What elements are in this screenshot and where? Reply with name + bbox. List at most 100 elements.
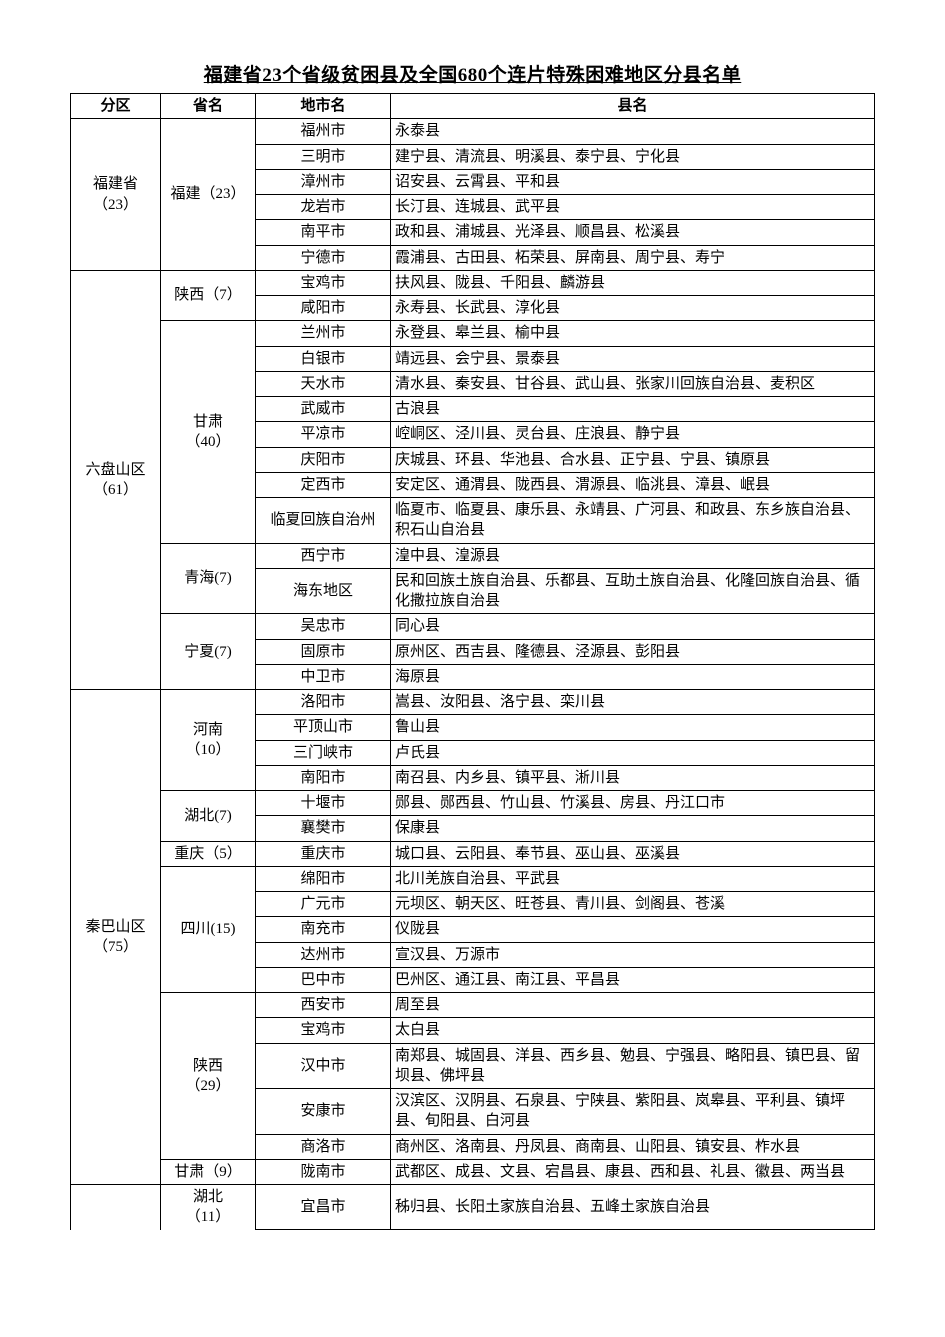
city-cell: 重庆市 (256, 841, 391, 866)
county-cell: 太白县 (391, 1018, 875, 1043)
prov-cell: 湖北（11） (161, 1185, 256, 1230)
city-cell: 汉中市 (256, 1043, 391, 1089)
county-cell: 庆城县、环县、华池县、合水县、正宁县、宁县、镇原县 (391, 447, 875, 472)
th-zone: 分区 (71, 94, 161, 119)
city-cell: 南平市 (256, 220, 391, 245)
table-row: 重庆（5）重庆市城口县、云阳县、奉节县、巫山县、巫溪县 (71, 841, 875, 866)
prov-cell: 甘肃（40） (161, 321, 256, 543)
county-cell: 清水县、秦安县、甘谷县、武山县、张家川回族自治县、麦积区 (391, 371, 875, 396)
city-cell: 襄樊市 (256, 816, 391, 841)
prov-cell: 陕西（7） (161, 270, 256, 321)
city-cell: 达州市 (256, 942, 391, 967)
prov-cell: 四川(15) (161, 866, 256, 992)
county-cell: 鲁山县 (391, 715, 875, 740)
table-row: 宁夏(7)吴忠市同心县 (71, 614, 875, 639)
table-row: 甘肃（9）陇南市武都区、成县、文县、宕昌县、康县、西和县、礼县、徽县、两当县 (71, 1159, 875, 1184)
city-cell: 西安市 (256, 993, 391, 1018)
county-cell: 商州区、洛南县、丹凤县、商南县、山阳县、镇安县、柞水县 (391, 1134, 875, 1159)
table-row: 四川(15)绵阳市北川羌族自治县、平武县 (71, 866, 875, 891)
city-cell: 巴中市 (256, 967, 391, 992)
city-cell: 庆阳市 (256, 447, 391, 472)
table-row: 甘肃（40）兰州市永登县、皋兰县、榆中县 (71, 321, 875, 346)
city-cell: 平顶山市 (256, 715, 391, 740)
county-cell: 湟中县、湟源县 (391, 543, 875, 568)
th-county: 县名 (391, 94, 875, 119)
prov-cell: 重庆（5） (161, 841, 256, 866)
city-cell: 漳州市 (256, 169, 391, 194)
county-cell: 靖远县、会宁县、景泰县 (391, 346, 875, 371)
city-cell: 福州市 (256, 119, 391, 144)
table-row: 福建省（23）福建（23）福州市永泰县 (71, 119, 875, 144)
zone-cell (71, 1185, 161, 1230)
city-cell: 商洛市 (256, 1134, 391, 1159)
th-city: 地市名 (256, 94, 391, 119)
city-cell: 定西市 (256, 472, 391, 497)
table-row: 陕西（29）西安市周至县 (71, 993, 875, 1018)
city-cell: 广元市 (256, 892, 391, 917)
city-cell: 兰州市 (256, 321, 391, 346)
prov-cell: 陕西（29） (161, 993, 256, 1160)
city-cell: 西宁市 (256, 543, 391, 568)
city-cell: 宝鸡市 (256, 1018, 391, 1043)
city-cell: 陇南市 (256, 1159, 391, 1184)
page-title: 福建省23个省级贫困县及全国680个连片特殊困难地区分县名单 (70, 60, 875, 87)
city-cell: 洛阳市 (256, 690, 391, 715)
city-cell: 宁德市 (256, 245, 391, 270)
county-cell: 建宁县、清流县、明溪县、泰宁县、宁化县 (391, 144, 875, 169)
county-cell: 仪陇县 (391, 917, 875, 942)
county-cell: 安定区、通渭县、陇西县、渭源县、临洮县、漳县、岷县 (391, 472, 875, 497)
county-cell: 南郑县、城固县、洋县、西乡县、勉县、宁强县、略阳县、镇巴县、留坝县、佛坪县 (391, 1043, 875, 1089)
county-cell: 北川羌族自治县、平武县 (391, 866, 875, 891)
prov-cell: 湖北(7) (161, 791, 256, 842)
city-cell: 三门峡市 (256, 740, 391, 765)
county-cell: 原州区、西吉县、隆德县、泾源县、彭阳县 (391, 639, 875, 664)
zone-cell: 六盘山区（61） (71, 270, 161, 689)
zone-cell: 福建省（23） (71, 119, 161, 271)
prov-cell: 河南（10） (161, 690, 256, 791)
county-cell: 卢氏县 (391, 740, 875, 765)
city-cell: 天水市 (256, 371, 391, 396)
city-cell: 三明市 (256, 144, 391, 169)
county-cell: 临夏市、临夏县、康乐县、永靖县、广河县、和政县、东乡族自治县、积石山自治县 (391, 498, 875, 544)
county-cell: 嵩县、汝阳县、洛宁县、栾川县 (391, 690, 875, 715)
city-cell: 绵阳市 (256, 866, 391, 891)
county-cell: 巴州区、通江县、南江县、平昌县 (391, 967, 875, 992)
county-cell: 长汀县、连城县、武平县 (391, 195, 875, 220)
county-cell: 海原县 (391, 664, 875, 689)
county-cell: 保康县 (391, 816, 875, 841)
prov-cell: 甘肃（9） (161, 1159, 256, 1184)
county-cell: 霞浦县、古田县、柘荣县、屏南县、周宁县、寿宁 (391, 245, 875, 270)
th-prov: 省名 (161, 94, 256, 119)
city-cell: 吴忠市 (256, 614, 391, 639)
city-cell: 固原市 (256, 639, 391, 664)
county-table: 分区 省名 地市名 县名 福建省（23）福建（23）福州市永泰县三明市建宁县、清… (70, 93, 875, 1230)
city-cell: 安康市 (256, 1089, 391, 1135)
county-cell: 永泰县 (391, 119, 875, 144)
city-cell: 龙岩市 (256, 195, 391, 220)
county-cell: 周至县 (391, 993, 875, 1018)
prov-cell: 福建（23） (161, 119, 256, 271)
county-cell: 秭归县、长阳土家族自治县、五峰土家族自治县 (391, 1185, 875, 1230)
county-cell: 南召县、内乡县、镇平县、淅川县 (391, 765, 875, 790)
prov-cell: 青海(7) (161, 543, 256, 614)
county-cell: 崆峒区、泾川县、灵台县、庄浪县、静宁县 (391, 422, 875, 447)
county-cell: 诏安县、云霄县、平和县 (391, 169, 875, 194)
city-cell: 咸阳市 (256, 296, 391, 321)
county-cell: 永寿县、长武县、淳化县 (391, 296, 875, 321)
county-cell: 武都区、成县、文县、宕昌县、康县、西和县、礼县、徽县、两当县 (391, 1159, 875, 1184)
county-cell: 古浪县 (391, 397, 875, 422)
county-cell: 郧县、郧西县、竹山县、竹溪县、房县、丹江口市 (391, 791, 875, 816)
table-row: 湖北（11）宜昌市秭归县、长阳土家族自治县、五峰土家族自治县 (71, 1185, 875, 1230)
table-row: 秦巴山区（75）河南（10）洛阳市嵩县、汝阳县、洛宁县、栾川县 (71, 690, 875, 715)
zone-cell: 秦巴山区（75） (71, 690, 161, 1185)
city-cell: 海东地区 (256, 568, 391, 614)
city-cell: 武威市 (256, 397, 391, 422)
county-cell: 扶风县、陇县、千阳县、麟游县 (391, 270, 875, 295)
table-row: 六盘山区（61）陕西（7）宝鸡市扶风县、陇县、千阳县、麟游县 (71, 270, 875, 295)
county-cell: 宣汉县、万源市 (391, 942, 875, 967)
prov-cell: 宁夏(7) (161, 614, 256, 690)
county-cell: 永登县、皋兰县、榆中县 (391, 321, 875, 346)
city-cell: 中卫市 (256, 664, 391, 689)
city-cell: 南阳市 (256, 765, 391, 790)
city-cell: 临夏回族自治州 (256, 498, 391, 544)
